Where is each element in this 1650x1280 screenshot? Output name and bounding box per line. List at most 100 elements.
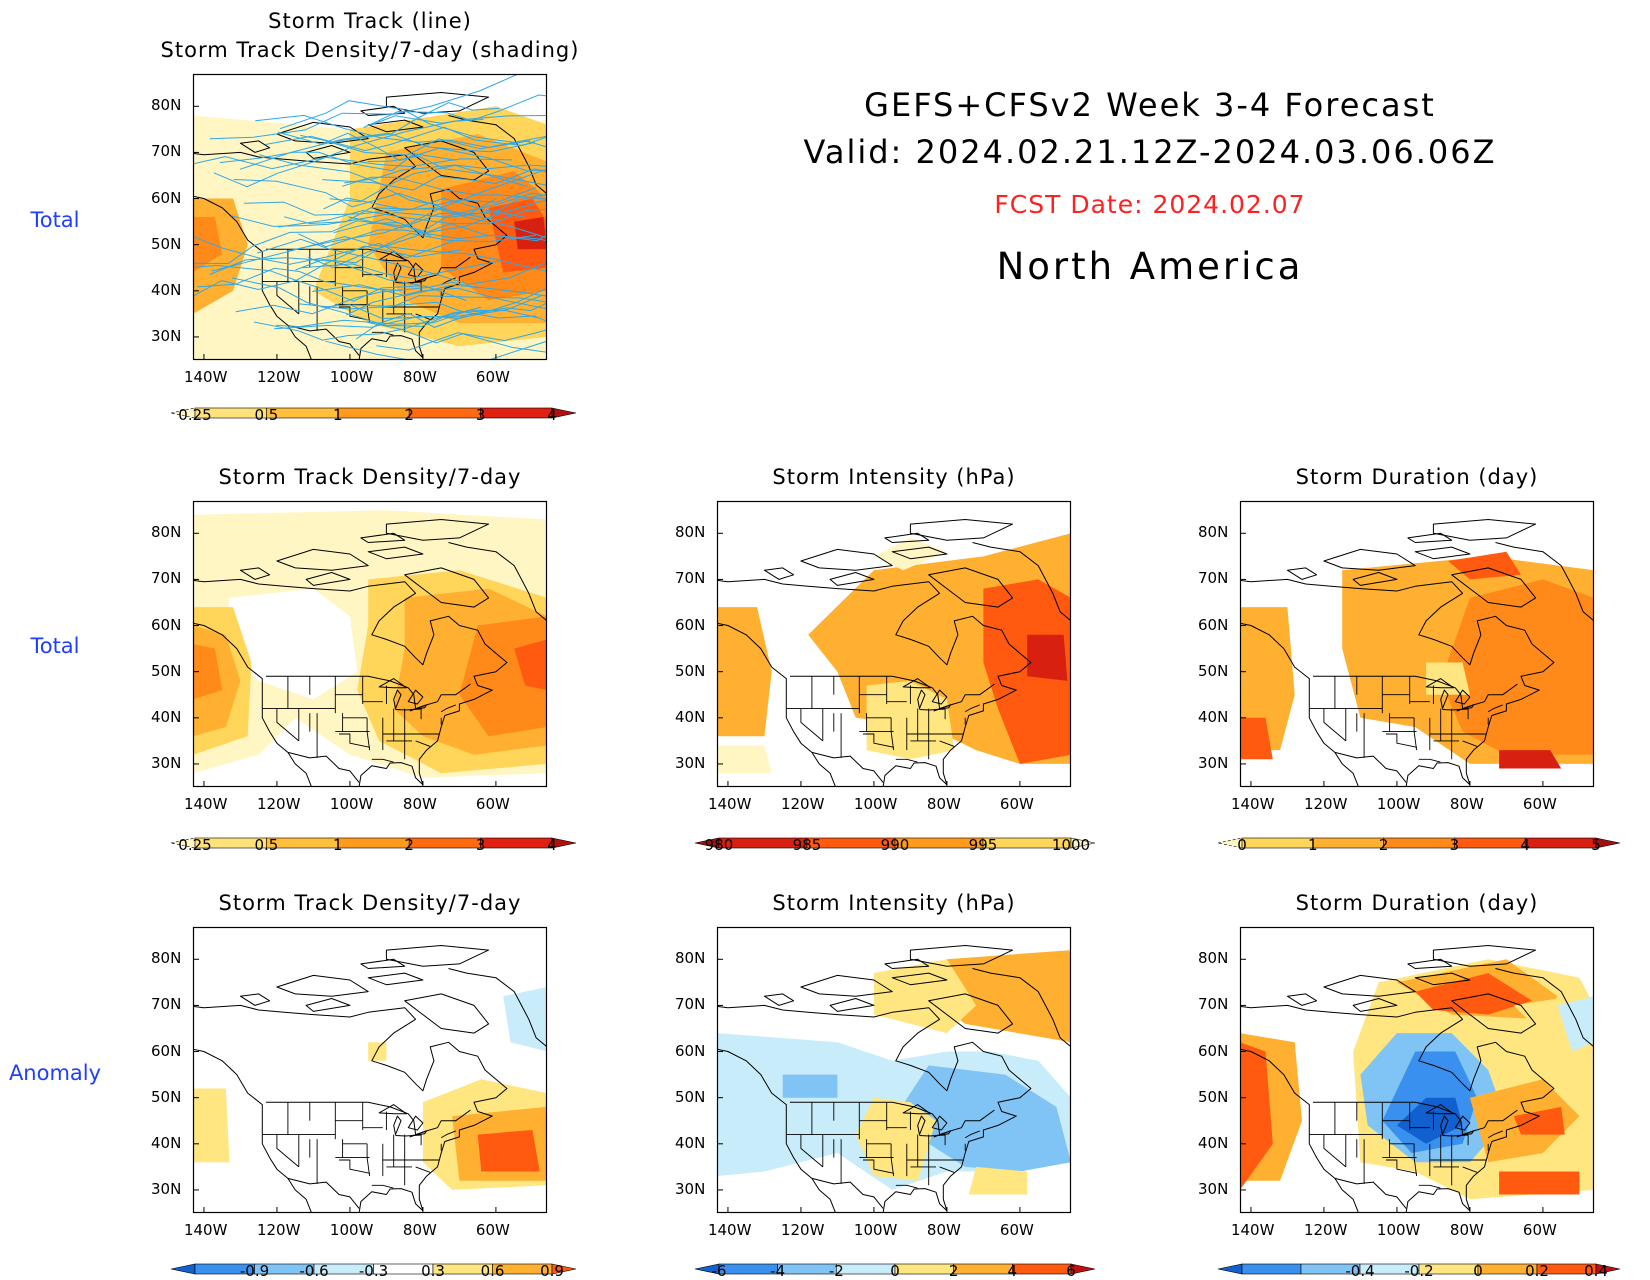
colorbar-label: 4 [547,406,557,424]
map-coastlines [1240,519,1594,787]
lon-tick-label: 80W [1449,1221,1484,1239]
colorbar-swatch [1012,1263,1072,1275]
shading-region [222,588,358,700]
forecast-date: FCST Date: 2024.02.07 [994,190,1306,219]
lat-tick-label: 60N [1198,1041,1229,1060]
lat-tick-label: 40N [675,707,706,726]
colorbar-swatch [170,1263,196,1275]
map-canvas [1239,926,1595,1214]
colorbar-label: 0 [1473,1262,1483,1280]
panel-title: Storm Track Density/7-day [218,465,522,489]
map-canvas [192,926,548,1214]
shading-region [1240,607,1295,751]
shading-region [193,217,223,273]
lon-tick-label: 120W [256,795,301,813]
shading-region [1027,634,1068,681]
storm-track-line [193,236,457,265]
lat-tick-label: 40N [1198,707,1229,726]
lon-tick-label: 100W [329,1221,374,1239]
storm-track-line [370,115,547,126]
map-canvas [192,500,548,788]
storm-track-line [325,340,547,360]
lon-tick-label: 100W [329,795,374,813]
lat-tick-label: 60N [675,615,706,634]
map-frame [716,926,1072,1214]
colorbar-label: -0.9 [239,1262,270,1280]
storm-track-line [279,100,547,143]
storm-track-line [342,176,547,200]
colorbar-label: 2 [1378,836,1389,854]
map-panel-p6 [716,926,1072,1214]
colorbar-label: 1 [333,406,343,424]
storm-track-line [295,232,537,271]
colorbar-label: 0.2 [1525,1262,1549,1280]
colorbar-label: -0.6 [299,1262,329,1280]
colorbar-swatch [1595,1263,1621,1275]
lat-tick-label: 40N [151,707,182,726]
row-label-anomaly: Anomaly [8,1061,102,1085]
map-panel-p5 [192,926,548,1214]
lon-tick-label: 120W [1303,795,1348,813]
map-canvas [716,500,1072,788]
panel-title: Storm Duration (day) [1295,465,1539,489]
lat-tick-label: 50N [151,234,182,253]
colorbar-label: 3 [475,406,486,424]
colorbar-label: 0.5 [254,836,279,854]
colorbar-swatch [337,407,410,419]
panel-subtitle: Storm Track Density/7-day (shading) [160,38,580,62]
map-frame [1239,926,1595,1214]
storm-track-line [193,220,432,265]
colorbar-label: 6 [1066,1262,1076,1280]
lat-tick-label: 50N [1198,661,1229,680]
colorbar-label: 0 [890,1262,900,1280]
lat-tick-label: 60N [151,1041,182,1060]
colorbar-label: 0 [1237,836,1247,854]
map-frame [192,926,548,1214]
shading-region [1240,1042,1273,1190]
colorbar [694,1261,1096,1280]
lon-tick-label: 80W [926,795,961,813]
colorbar-label: 2 [948,1262,959,1280]
map-coastlines [193,945,547,1213]
map-panel-p2 [192,500,548,788]
lat-tick-label: 40N [151,1133,182,1152]
storm-track-line [312,284,547,297]
map-panel-p3 [716,500,1072,788]
map-frame [192,500,548,788]
lon-tick-label: 140W [183,795,228,813]
row-label-total-2: Total [30,634,80,658]
colorbar-swatch [408,407,481,419]
colorbar-label: -0.4 [1345,1262,1375,1280]
lat-tick-label: 60N [151,188,182,207]
region-label: North America [996,245,1304,288]
colorbar-swatch [1524,837,1597,849]
shading-region [1499,1171,1580,1195]
lon-tick-label: 100W [1376,1221,1421,1239]
lon-tick-label: 100W [329,368,374,386]
lat-tick-label: 80N [151,523,182,542]
colorbar-swatch [551,837,577,849]
storm-track-line [346,287,547,316]
colorbar-label: 0.3 [421,1262,445,1280]
colorbar-swatch [1217,1263,1243,1275]
storm-track-line [255,114,531,149]
colorbar-swatch [1070,1263,1096,1275]
panel-title: Storm Intensity (hPa) [772,465,1016,489]
colorbar-swatch [953,1263,1013,1275]
colorbar-label: 4 [547,836,557,854]
lat-tick-label: 70N [151,569,182,588]
lat-tick-label: 70N [675,569,706,588]
map-panel-p4 [1239,500,1595,788]
colorbar-swatch [170,407,196,419]
storm-track-line [352,301,547,322]
colorbar-swatch [170,837,196,849]
shading-region [1240,717,1273,760]
lat-tick-label: 70N [151,142,182,161]
lon-tick-label: 120W [780,795,825,813]
lon-tick-label: 100W [1376,795,1421,813]
colorbar-label: -6 [711,1262,727,1280]
lat-tick-label: 60N [151,615,182,634]
storm-track-line [231,277,482,327]
shading-region [193,1088,230,1163]
lon-tick-label: 120W [256,1221,301,1239]
